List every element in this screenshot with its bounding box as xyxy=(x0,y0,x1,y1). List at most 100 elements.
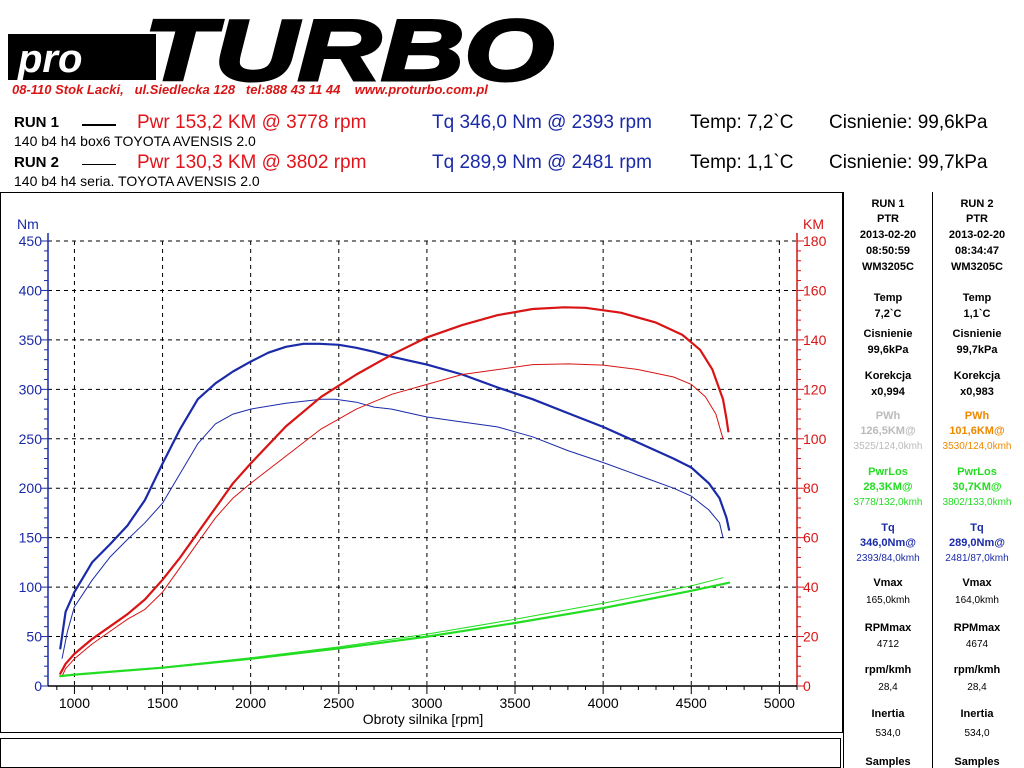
x-tick-label: 4000 xyxy=(588,695,619,711)
y-left-tick-label: 250 xyxy=(19,431,43,447)
detail-tq: 289,0Nm@ xyxy=(949,537,1005,549)
detail-pressure: 99,6kPa xyxy=(867,344,909,356)
series-line-1 xyxy=(61,398,724,659)
detail-tq: 346,0Nm@ xyxy=(860,537,916,549)
y-right-tick-label: 160 xyxy=(803,282,827,298)
detail-pwrlos: 28,3KM@ xyxy=(863,481,913,493)
dyno-chart: 0 50 100 150 200 250 300 350 400 450 0 20 40 60 80 100 1… xyxy=(0,192,843,733)
x-tick-label: 2000 xyxy=(235,695,266,711)
detail-temp-label: Temp xyxy=(873,292,903,304)
run-1-temp: Temp: 7,2`C xyxy=(690,112,794,133)
x-tick-label: 5000 xyxy=(764,695,795,711)
x-tick-label: 1500 xyxy=(147,695,178,711)
detail-rpmmax: 4674 xyxy=(965,639,989,650)
detail-time: 08:50:59 xyxy=(865,245,911,257)
x-tick-label: 3500 xyxy=(499,695,530,711)
x-tick-label: 1000 xyxy=(59,695,90,711)
detail-samples-label: Samples xyxy=(865,756,911,768)
detail-device: WM3205C xyxy=(862,261,914,273)
detail-inertia-label: Inertia xyxy=(871,708,905,720)
x-tick-label: 3000 xyxy=(411,695,442,711)
detail-correction: x0,994 xyxy=(871,386,905,398)
detail-pwh-sub: 3530/124,0kmh xyxy=(942,441,1012,452)
y-axis-left-label: Nm xyxy=(17,216,39,232)
detail-correction-label: Korekcja xyxy=(953,370,1001,382)
detail-name: PTR xyxy=(966,213,988,225)
detail-rpmmax-label: RPMmax xyxy=(953,622,1001,634)
detail-pwrlos: 30,7KM@ xyxy=(952,481,1002,493)
detail-pwh-sub: 3525/124,0kmh xyxy=(853,441,923,452)
y-right-tick-label: 140 xyxy=(803,332,827,348)
x-tick-label: 2500 xyxy=(323,695,354,711)
detail-temp-label: Temp xyxy=(962,292,992,304)
detail-pwh-label: PWh xyxy=(964,410,990,422)
detail-pwrlos-sub: 3802/133,0kmh xyxy=(942,497,1012,508)
detail-correction-label: Korekcja xyxy=(864,370,912,382)
y-right-tick-label: 120 xyxy=(803,381,827,397)
series-line-3 xyxy=(61,363,724,677)
detail-temp: 7,2`C xyxy=(874,308,902,320)
address-line: 08-110 Stok Lacki, ul.Siedlecka 128 tel:… xyxy=(12,82,488,97)
detail-inertia-label: Inertia xyxy=(960,708,994,720)
y-left-tick-label: 150 xyxy=(19,530,43,546)
y-right-tick-label: 60 xyxy=(803,530,819,546)
run-2-label: RUN 2 xyxy=(14,154,60,171)
detail-temp: 1,1`C xyxy=(963,308,991,320)
detail-vmax: 164,0kmh xyxy=(955,595,999,606)
detail-tq-sub: 2481/87,0kmh xyxy=(945,553,1009,564)
detail-run: RUN 2 xyxy=(960,198,994,210)
detail-rpmmax: 4712 xyxy=(876,639,900,650)
run-1-line-sample xyxy=(82,124,116,126)
run-2-power: Pwr 130,3 KM @ 3802 rpm xyxy=(137,152,367,173)
logo-turbo-text: TURBO xyxy=(144,4,554,84)
dyno-chart-svg: 0501001502002503003504004500204060801001… xyxy=(17,216,827,727)
series xyxy=(59,306,731,678)
run-2-temp: Temp: 1,1`C xyxy=(690,152,794,173)
run-2-pressure: Cisnienie: 99,7kPa xyxy=(829,152,988,173)
detail-pwh: 101,6KM@ xyxy=(949,425,1005,437)
detail-pwrlos-label: PwrLos xyxy=(868,466,908,478)
logo-pro-text: pro xyxy=(17,37,82,81)
notes-box xyxy=(0,738,841,768)
detail-inertia: 534,0 xyxy=(875,728,901,739)
proturbo-logo: pro TURBO xyxy=(8,4,556,84)
y-left-tick-label: 450 xyxy=(19,233,43,249)
y-right-tick-label: 0 xyxy=(803,678,811,694)
y-left-tick-label: 200 xyxy=(19,480,43,496)
detail-inertia: 534,0 xyxy=(964,728,990,739)
series-line-5 xyxy=(61,577,724,677)
series-line-0 xyxy=(59,342,731,650)
detail-vmax: 165,0kmh xyxy=(866,595,910,606)
y-right-tick-label: 40 xyxy=(803,579,819,595)
detail-date: 2013-02-20 xyxy=(948,229,1006,241)
detail-rpmmax-label: RPMmax xyxy=(864,622,912,634)
detail-pressure-label: Cisnienie xyxy=(952,328,1002,340)
y-right-tick-label: 180 xyxy=(803,233,827,249)
y-right-tick-label: 100 xyxy=(803,431,827,447)
y-right-tick-label: 80 xyxy=(803,480,819,496)
run-details-panel: RUN 1 PTR 2013-02-20 08:50:59 WM3205C Te… xyxy=(843,192,1024,768)
detail-pwh: 126,5KM@ xyxy=(860,425,916,437)
detail-vmax-label: Vmax xyxy=(873,577,903,589)
detail-time: 08:34:47 xyxy=(954,245,1000,257)
y-axis-right-label: KM xyxy=(803,216,824,232)
detail-pressure-label: Cisnienie xyxy=(863,328,913,340)
y-right-tick-label: 20 xyxy=(803,629,819,645)
y-left-tick-label: 100 xyxy=(19,579,43,595)
run-1-description: 140 b4 h4 box6 TOYOTA AVENSIS 2.0 xyxy=(14,133,256,149)
detail-pwh-label: PWh xyxy=(875,410,901,422)
run-2-summary: RUN 2 Pwr 130,3 KM @ 3802 rpm Tq 289,9 N… xyxy=(0,152,1024,174)
detail-rpmkmh: 28,4 xyxy=(967,682,987,693)
detail-device: WM3205C xyxy=(951,261,1003,273)
run-1-torque: Tq 346,0 Nm @ 2393 rpm xyxy=(432,112,652,133)
run-1-pressure: Cisnienie: 99,6kPa xyxy=(829,112,988,133)
logo-pro: pro xyxy=(8,34,156,81)
grid xyxy=(48,240,797,686)
run-1-power: Pwr 153,2 KM @ 3778 rpm xyxy=(137,112,367,133)
y-left-tick-label: 400 xyxy=(19,282,43,298)
detail-name: PTR xyxy=(877,213,899,225)
detail-pwrlos-sub: 3778/132,0kmh xyxy=(853,497,923,508)
run-1-label: RUN 1 xyxy=(14,114,60,131)
run-2-torque: Tq 289,9 Nm @ 2481 rpm xyxy=(432,152,652,173)
axes: 0501001502002503003504004500204060801001… xyxy=(19,233,827,711)
